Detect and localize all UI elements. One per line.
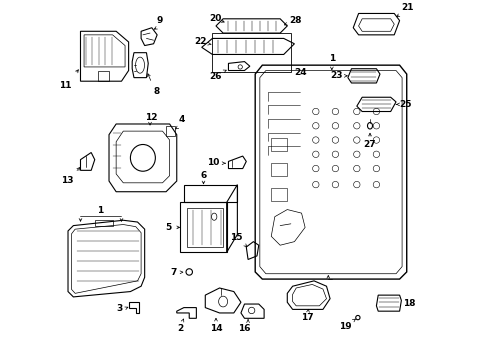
- Text: 11: 11: [59, 81, 71, 90]
- Text: 8: 8: [153, 86, 160, 95]
- Text: 14: 14: [209, 324, 222, 333]
- Text: 21: 21: [401, 3, 413, 12]
- Text: 28: 28: [288, 16, 301, 25]
- Text: 18: 18: [402, 299, 415, 308]
- Text: 16: 16: [238, 324, 250, 333]
- Text: 23: 23: [329, 71, 342, 80]
- Text: 5: 5: [165, 223, 171, 232]
- Text: 19: 19: [338, 322, 351, 331]
- Text: 2: 2: [177, 324, 183, 333]
- Text: 6: 6: [200, 171, 206, 180]
- Text: 7: 7: [170, 268, 176, 277]
- Text: 3: 3: [116, 304, 122, 313]
- Text: 24: 24: [294, 68, 306, 77]
- Text: 10: 10: [207, 158, 219, 167]
- Text: 20: 20: [208, 14, 221, 23]
- Text: 17: 17: [300, 313, 313, 322]
- Text: 9: 9: [156, 16, 162, 25]
- Text: 4: 4: [178, 115, 184, 124]
- Text: 27: 27: [363, 140, 376, 149]
- Text: 26: 26: [208, 72, 221, 81]
- Text: 13: 13: [61, 176, 73, 185]
- Text: 1: 1: [328, 54, 334, 63]
- Text: 12: 12: [144, 113, 157, 122]
- Text: 25: 25: [399, 100, 411, 109]
- Text: 1: 1: [97, 206, 103, 215]
- Text: 22: 22: [194, 37, 206, 46]
- Text: 15: 15: [230, 233, 242, 242]
